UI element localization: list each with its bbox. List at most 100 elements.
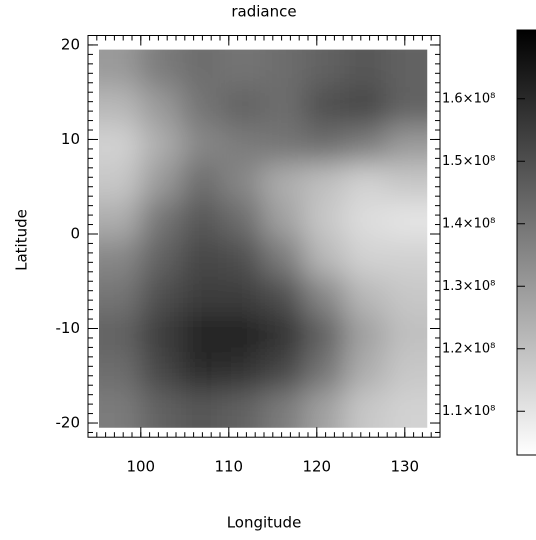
heatmap-cell [140, 49, 183, 88]
x-axis-label: Longitude [227, 514, 302, 532]
heatmap-cell [262, 352, 305, 391]
heatmap-cell [180, 163, 223, 202]
heatmap-cell [262, 238, 305, 278]
heatmap-cell [140, 200, 183, 240]
heatmap-cell [222, 276, 265, 315]
heatmap-cell [262, 314, 305, 353]
heatmap-cell [304, 276, 346, 315]
heatmap-cell [180, 238, 223, 278]
heatmap-cell [99, 238, 141, 278]
heatmap-cell [99, 389, 141, 428]
heatmap-cell [385, 200, 428, 240]
heatmap-cell [99, 276, 141, 315]
heatmap-cell [304, 125, 346, 164]
heatmap-cell [304, 49, 346, 88]
x-tick-label: 130 [390, 458, 419, 476]
heatmap-cell [180, 352, 223, 391]
heatmap-cell [304, 87, 346, 126]
y-tick-label: -20 [56, 414, 81, 432]
heatmap-cell [385, 238, 428, 278]
heatmap-cell [222, 163, 265, 202]
heatmap-cell [262, 87, 305, 126]
heatmap-cell [344, 49, 387, 88]
x-tick-label: 100 [126, 458, 155, 476]
heatmap-cell [180, 87, 223, 126]
heatmap-cell [140, 314, 183, 353]
heatmap-cell [180, 200, 223, 240]
heatmap-cell [99, 125, 141, 164]
heatmap-cell [385, 49, 428, 88]
heatmap-cell [222, 352, 265, 391]
heatmap-cell [140, 87, 183, 126]
y-tick-label: 10 [61, 130, 80, 148]
heatmap-cell [222, 238, 265, 278]
heatmap-cell [385, 87, 428, 126]
heatmap-cell [262, 125, 305, 164]
heatmap-cell [304, 238, 346, 278]
heatmap-cell [344, 238, 387, 278]
heatmap-cell [180, 314, 223, 353]
heatmap-cell [304, 314, 346, 353]
heatmap-cell [99, 200, 141, 240]
heatmap-cell [344, 352, 387, 391]
heatmap-cell [262, 200, 305, 240]
heatmap-cell [344, 125, 387, 164]
colorbar-tick-label: 1.4×10⁸ [442, 216, 495, 231]
heatmap-cell [344, 314, 387, 353]
heatmap-cell [99, 352, 141, 391]
heatmap-cell [180, 49, 223, 88]
heatmap-cell [180, 389, 223, 428]
colorbar [516, 29, 536, 456]
heatmap-cell [304, 389, 346, 428]
heatmap-cell [99, 314, 141, 353]
heatmap-cell [180, 276, 223, 315]
y-tick-label: 20 [61, 35, 80, 53]
colorbar-tick-label: 1.1×10⁸ [442, 404, 495, 419]
chart-title: radiance [231, 3, 296, 21]
x-tick-label: 120 [302, 458, 331, 476]
heatmap-cell [344, 200, 387, 240]
x-tick-label: 110 [214, 458, 243, 476]
heatmap-cell [222, 87, 265, 126]
heatmap-cell [140, 389, 183, 428]
heatmap-cell [385, 389, 428, 428]
heatmap-cell [140, 276, 183, 315]
heatmap-cell [304, 163, 346, 202]
heatmap-image [99, 49, 428, 428]
heatmap-cell [222, 49, 265, 88]
heatmap-cell [304, 352, 346, 391]
heatmap-cell [304, 200, 346, 240]
heatmap-cell [222, 125, 265, 164]
heatmap-cell [222, 200, 265, 240]
heatmap-cell [222, 389, 265, 428]
heatmap-cell [99, 163, 141, 202]
colorbar-tick-label: 1.5×10⁸ [442, 154, 495, 169]
heatmap-cell [385, 163, 428, 202]
heatmap-cell [385, 314, 428, 353]
heatmap-cell [140, 352, 183, 391]
colorbar-tick-label: 1.3×10⁸ [442, 279, 495, 294]
heatmap-cell [262, 389, 305, 428]
heatmap-cell [140, 125, 183, 164]
heatmap-cell [140, 238, 183, 278]
y-axis-label: Latitude [13, 209, 31, 271]
heatmap-cell [262, 163, 305, 202]
heatmap-cell [222, 314, 265, 353]
colorbar-tick-label: 1.6×10⁸ [442, 91, 495, 106]
heatmap-cell [180, 125, 223, 164]
colorbar-tick-label: 1.2×10⁸ [442, 341, 495, 356]
heatmap-cell [344, 389, 387, 428]
heatmap-cell [262, 276, 305, 315]
heatmap-cell [385, 276, 428, 315]
heatmap-cell [99, 87, 141, 126]
y-tick-label: -10 [56, 319, 81, 337]
heatmap-cell [385, 352, 428, 391]
heatmap-cell [344, 163, 387, 202]
heatmap-cell [344, 276, 387, 315]
heatmap-cell [385, 125, 428, 164]
heatmap-cell [99, 49, 141, 88]
heatmap-cell [140, 163, 183, 202]
y-tick-label: 0 [70, 224, 80, 242]
heatmap-cell [344, 87, 387, 126]
